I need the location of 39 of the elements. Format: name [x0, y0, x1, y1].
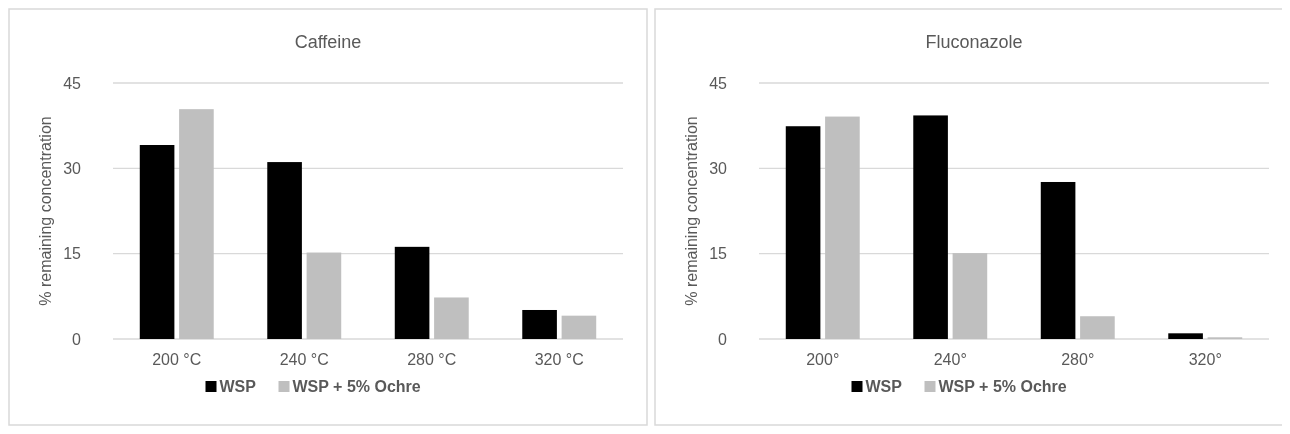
- x-tick-label: 280 °C: [407, 351, 457, 368]
- legend-label: WSP + 5% Ochre: [938, 378, 1067, 395]
- y-tick-label: 30: [709, 159, 728, 177]
- y-tick-label: 0: [72, 330, 82, 348]
- y-tick-label: 45: [709, 74, 728, 92]
- bar: [913, 115, 948, 339]
- y-axis-title: % remaining concentration: [683, 116, 700, 306]
- y-axis-title: % remaining concentration: [37, 116, 54, 306]
- bar: [139, 145, 175, 339]
- x-tick-label: 320 °C: [534, 351, 584, 368]
- y-tick-label: 45: [63, 74, 82, 92]
- y-tick-label: 15: [709, 245, 728, 263]
- bar: [306, 252, 342, 339]
- bar: [267, 162, 302, 339]
- chart-title: Caffeine: [294, 32, 362, 52]
- bar: [825, 116, 860, 339]
- chart-title: Fluconazole: [925, 32, 1023, 52]
- x-tick-label: 200 °C: [152, 351, 202, 368]
- legend-label: WSP: [219, 378, 257, 395]
- x-tick-label: 240 °C: [279, 351, 329, 368]
- legend-label: WSP: [865, 378, 903, 395]
- x-tick-label: 200°: [806, 351, 840, 368]
- bar: [179, 109, 214, 339]
- bar: [394, 246, 430, 339]
- bar: [561, 315, 597, 339]
- bar: [1040, 181, 1076, 339]
- bar: [1080, 316, 1115, 339]
- y-tick-label: 30: [63, 159, 82, 177]
- x-tick-label: 280°: [1061, 351, 1095, 368]
- bar: [522, 309, 557, 339]
- legend-label: WSP + 5% Ochre: [292, 378, 421, 395]
- x-tick-label: 320°: [1188, 351, 1222, 368]
- x-tick-label: 240°: [933, 351, 967, 368]
- bar: [1168, 333, 1203, 339]
- y-tick-label: 0: [718, 330, 728, 348]
- bar: [952, 253, 988, 339]
- bar: [785, 126, 821, 339]
- y-tick-label: 15: [63, 245, 82, 263]
- bar: [434, 297, 469, 339]
